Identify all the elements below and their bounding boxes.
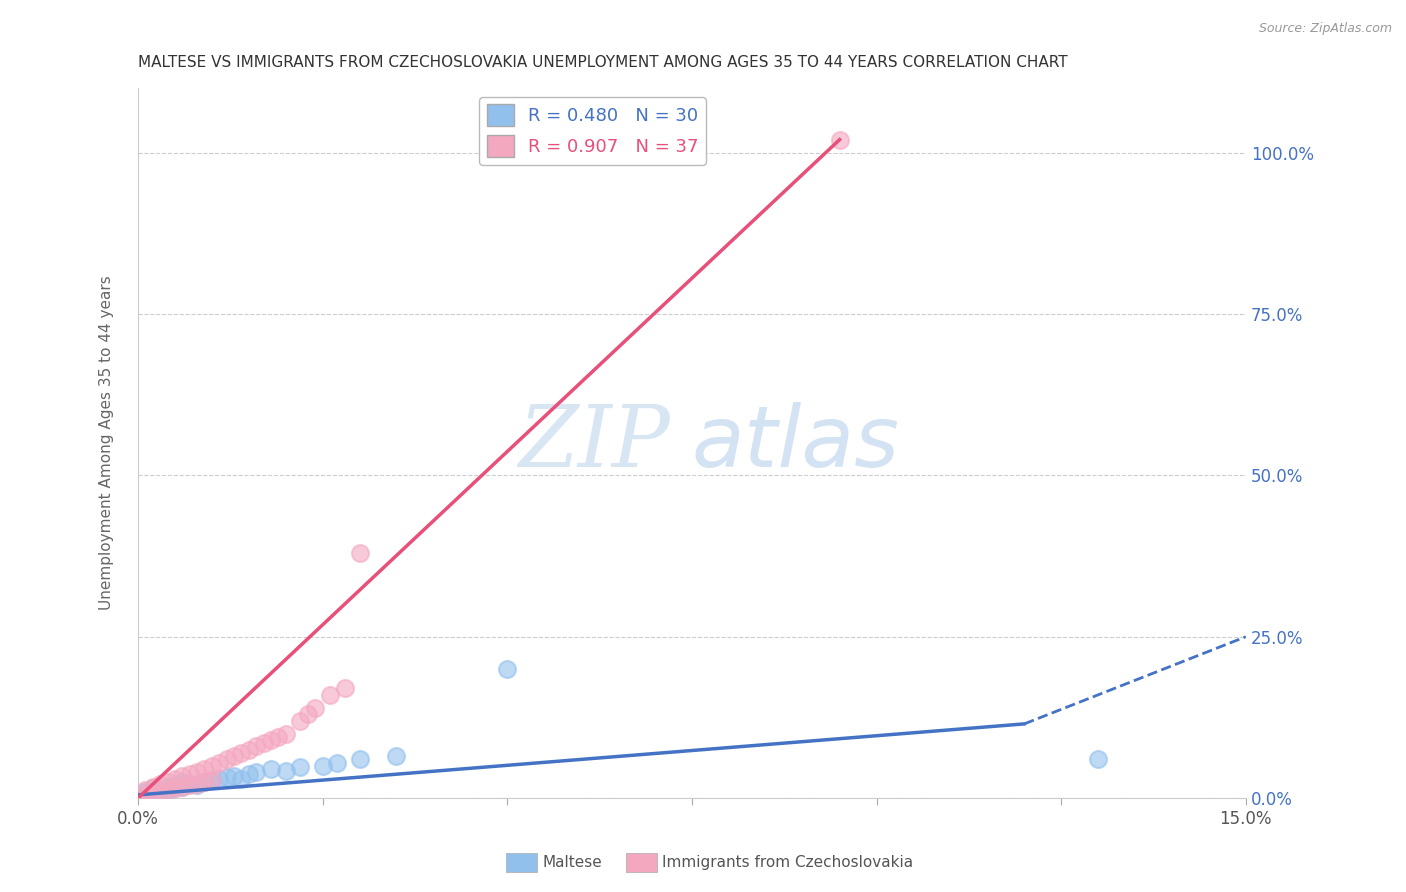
Point bbox=[163, 772, 186, 786]
Point bbox=[193, 762, 215, 776]
Point bbox=[349, 546, 371, 560]
Text: Immigrants from Czechoslovakia: Immigrants from Czechoslovakia bbox=[662, 855, 914, 870]
Point bbox=[201, 773, 224, 788]
Point bbox=[186, 778, 208, 792]
Point bbox=[134, 783, 156, 797]
Text: MALTESE VS IMMIGRANTS FROM CZECHOSLOVAKIA UNEMPLOYMENT AMONG AGES 35 TO 44 YEARS: MALTESE VS IMMIGRANTS FROM CZECHOSLOVAKI… bbox=[138, 55, 1067, 70]
Point bbox=[156, 775, 179, 789]
Point bbox=[142, 780, 165, 794]
Point bbox=[231, 772, 253, 786]
Point bbox=[201, 759, 224, 773]
Point bbox=[156, 783, 179, 797]
Point bbox=[208, 772, 231, 786]
Point bbox=[319, 688, 342, 702]
Text: Maltese: Maltese bbox=[543, 855, 602, 870]
Point bbox=[215, 771, 238, 785]
Point bbox=[260, 762, 283, 776]
Point bbox=[142, 781, 165, 796]
Point bbox=[179, 766, 201, 780]
Point bbox=[222, 768, 245, 782]
Point bbox=[156, 783, 179, 797]
Point bbox=[252, 736, 274, 750]
Point bbox=[163, 778, 186, 792]
Point bbox=[179, 778, 201, 792]
Point bbox=[274, 764, 297, 778]
Point bbox=[186, 765, 208, 780]
Point bbox=[134, 785, 156, 799]
Point bbox=[333, 681, 356, 696]
Point bbox=[231, 746, 253, 760]
Point bbox=[156, 780, 179, 794]
Point bbox=[172, 768, 194, 782]
Point bbox=[149, 785, 172, 799]
Legend: R = 0.480   N = 30, R = 0.907   N = 37: R = 0.480 N = 30, R = 0.907 N = 37 bbox=[479, 97, 706, 164]
Point bbox=[193, 775, 215, 789]
Point bbox=[193, 775, 215, 789]
Point bbox=[215, 752, 238, 766]
Point bbox=[828, 133, 851, 147]
Point bbox=[186, 777, 208, 791]
Point bbox=[238, 766, 260, 780]
Point bbox=[142, 786, 165, 800]
Point bbox=[172, 780, 194, 794]
Point bbox=[149, 785, 172, 799]
Point bbox=[385, 749, 408, 764]
Point bbox=[267, 730, 290, 744]
Point bbox=[349, 752, 371, 766]
Point bbox=[274, 726, 297, 740]
Point bbox=[290, 760, 312, 774]
Text: atlas: atlas bbox=[692, 401, 900, 484]
Point bbox=[304, 700, 326, 714]
Point bbox=[222, 749, 245, 764]
Point bbox=[238, 742, 260, 756]
Point bbox=[142, 786, 165, 800]
Point bbox=[163, 781, 186, 796]
Point bbox=[149, 777, 172, 791]
Text: ZIP: ZIP bbox=[517, 401, 669, 484]
Text: Source: ZipAtlas.com: Source: ZipAtlas.com bbox=[1258, 22, 1392, 36]
Point bbox=[172, 780, 194, 794]
Y-axis label: Unemployment Among Ages 35 to 44 years: Unemployment Among Ages 35 to 44 years bbox=[100, 276, 114, 610]
Point bbox=[496, 662, 519, 676]
Point bbox=[290, 714, 312, 728]
Point bbox=[163, 781, 186, 796]
Point bbox=[297, 707, 319, 722]
Point bbox=[134, 788, 156, 802]
Point bbox=[201, 773, 224, 788]
Point bbox=[245, 765, 267, 780]
Point bbox=[1087, 752, 1109, 766]
Point bbox=[311, 759, 333, 773]
Point bbox=[208, 756, 231, 770]
Point bbox=[260, 733, 283, 747]
Point bbox=[134, 788, 156, 802]
Point bbox=[179, 777, 201, 791]
Point bbox=[172, 775, 194, 789]
Point bbox=[326, 756, 349, 770]
Point bbox=[245, 739, 267, 754]
